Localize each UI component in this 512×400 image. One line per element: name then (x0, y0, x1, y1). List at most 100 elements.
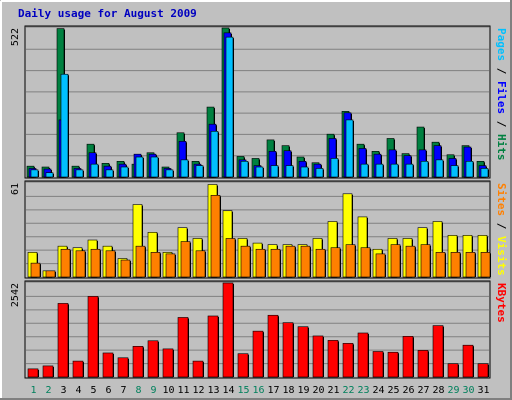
legend-label-kbytes: KBytes (495, 283, 508, 323)
bar-kbytes-day-7 (117, 357, 129, 378)
x-tick-day-11: 11 (177, 385, 189, 396)
bar-sites-day-15 (240, 245, 251, 278)
panel-hits: 522 (10, 25, 491, 179)
x-tick-day-18: 18 (282, 385, 294, 396)
plot-area-hits (24, 25, 491, 179)
x-tick-day-9: 9 (150, 385, 156, 396)
bar-sites-day-17 (270, 248, 281, 278)
bar-pages-day-22 (345, 119, 354, 178)
bar-sites-day-11 (180, 241, 191, 278)
x-tick-day-5: 5 (90, 385, 96, 396)
bar-sites-day-26 (405, 245, 416, 278)
bar-kbytes-day-31 (477, 363, 489, 378)
bar-pages-day-31 (480, 168, 489, 178)
bar-kbytes-day-24 (372, 351, 384, 378)
x-tick-day-28: 28 (432, 385, 444, 396)
bar-pages-day-25 (390, 163, 399, 178)
x-tick-day-24: 24 (372, 385, 384, 396)
bar-sites-day-29 (450, 252, 461, 278)
legend-part: / (495, 216, 508, 236)
bar-kbytes-day-2 (42, 365, 54, 378)
bar-pages-day-23 (360, 163, 369, 178)
bar-kbytes-day-23 (357, 332, 369, 378)
bar-sites-day-2 (45, 270, 56, 278)
x-tick-day-6: 6 (105, 385, 111, 396)
bar-sites-day-13 (210, 195, 221, 278)
bar-kbytes-day-14 (222, 282, 234, 378)
x-tick-day-17: 17 (267, 385, 279, 396)
bar-sites-day-8 (135, 245, 146, 278)
bar-kbytes-day-27 (417, 350, 429, 378)
x-tick-day-1: 1 (30, 385, 36, 396)
chart-title: Daily usage for August 2009 (18, 7, 197, 20)
bar-sites-day-7 (120, 259, 131, 278)
bar-sites-day-3 (60, 248, 71, 278)
legend-part: Pages (495, 28, 508, 61)
bar-pages-day-20 (315, 168, 324, 178)
bar-pages-day-7 (120, 166, 129, 178)
bar-sites-day-1 (30, 262, 41, 278)
bar-pages-day-8 (135, 156, 144, 178)
bar-sites-day-5 (90, 248, 101, 278)
bar-pages-day-30 (465, 161, 474, 178)
bar-kbytes-day-22 (342, 343, 354, 378)
bar-sites-day-20 (315, 248, 326, 278)
bar-kbytes-day-10 (162, 348, 174, 378)
x-tick-day-14: 14 (222, 385, 234, 396)
bar-pages-day-16 (255, 166, 264, 178)
bar-pages-day-3 (60, 73, 69, 178)
bar-pages-day-11 (180, 159, 189, 178)
x-tick-day-3: 3 (60, 385, 66, 396)
x-axis-day-labels: 1 2 3 4 5 6 7 8 9 10 11 12 13 14 15 16 17 18 19 20 21 22 23 24 2… (30, 385, 489, 396)
bar-kbytes-day-20 (312, 335, 324, 378)
legend-part: Hits (495, 134, 508, 161)
bar-pages-day-9 (150, 156, 159, 178)
bar-pages-day-29 (450, 165, 459, 178)
bar-pages-day-15 (240, 161, 249, 178)
bar-pages-day-10 (165, 169, 174, 178)
bar-pages-day-24 (375, 163, 384, 178)
bar-sites-day-28 (435, 252, 446, 278)
x-tick-day-16: 16 (252, 385, 264, 396)
x-tick-day-20: 20 (312, 385, 324, 396)
bar-kbytes-day-4 (72, 360, 84, 378)
legend-label-visits: Sites / Visits (495, 183, 508, 276)
bar-sites-day-6 (105, 250, 116, 278)
bar-pages-day-12 (195, 165, 204, 178)
bar-kbytes-day-29 (447, 363, 459, 378)
bar-kbytes-day-11 (177, 317, 189, 378)
bar-pages-day-6 (105, 169, 114, 178)
bar-sites-day-9 (150, 252, 161, 278)
bar-kbytes-day-3 (57, 303, 69, 378)
bar-kbytes-day-5 (87, 296, 99, 378)
bar-kbytes-day-9 (147, 340, 159, 378)
legend-part: Visits (495, 236, 508, 276)
x-tick-day-31: 31 (477, 385, 489, 396)
x-tick-day-15: 15 (237, 385, 249, 396)
legend-part: / (495, 114, 508, 134)
bar-sites-day-23 (360, 247, 371, 278)
bar-pages-day-4 (75, 169, 84, 178)
bar-pages-day-18 (285, 165, 294, 178)
bar-kbytes-day-30 (462, 344, 474, 378)
y-max-label-hits: 522 (10, 28, 21, 46)
legend-part: Files (495, 81, 508, 114)
bar-sites-day-21 (330, 247, 341, 278)
panel-visits: 61 (10, 180, 491, 279)
bar-kbytes-day-12 (192, 360, 204, 378)
bar-sites-day-22 (345, 244, 356, 278)
bar-kbytes-day-25 (387, 351, 399, 378)
bar-pages-day-5 (90, 163, 99, 178)
x-tick-day-10: 10 (162, 385, 174, 396)
bar-sites-day-4 (75, 250, 86, 278)
bar-sites-day-18 (285, 245, 296, 278)
panel-kbytes: 2542 (10, 280, 491, 379)
x-tick-day-8: 8 (135, 385, 141, 396)
bar-sites-day-16 (255, 248, 266, 278)
x-tick-day-7: 7 (120, 385, 126, 396)
bar-sites-day-24 (375, 253, 386, 278)
bar-pages-day-27 (420, 161, 429, 178)
legend-label-hits: Pages / Files / Hits (495, 28, 508, 161)
bar-kbytes-day-21 (327, 340, 339, 378)
